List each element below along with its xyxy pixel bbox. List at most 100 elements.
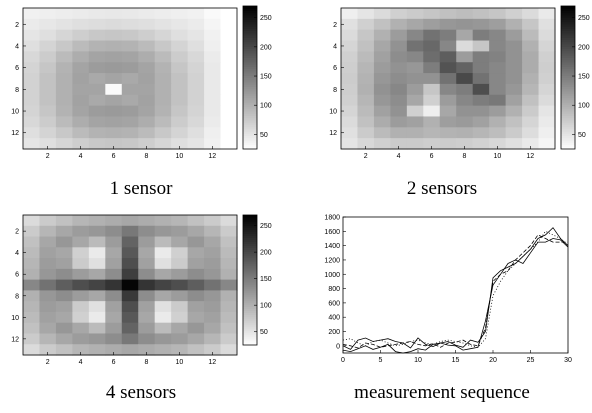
heatmap-cell [121,51,139,63]
colorbar-band [243,342,257,346]
heatmap-cell [489,18,507,31]
colorbar-band [561,102,575,105]
heatmap-cell [472,8,490,20]
heatmap-cell [171,105,189,118]
heatmap-cell [88,105,106,118]
heatmap-cell [439,18,457,31]
heatmap-cell [72,290,90,302]
y-tick-label: 1000 [324,272,340,279]
heatmap-cell [23,268,41,281]
heatmap-cell [105,225,123,238]
heatmap-cell [39,279,57,291]
heatmap-cell [341,105,359,118]
colorbar-band [243,219,257,222]
heatmap-cell [220,8,238,20]
heatmap-cell [357,51,375,63]
heatmap-cell [187,236,205,248]
heatmap-cell [39,83,57,96]
heatmap-cell [39,247,57,259]
colorbar-band [561,142,575,146]
heatmap-cell [55,268,73,281]
heatmap-cell [72,344,90,356]
heatmap-cell [138,8,156,20]
heatmap-cell [171,322,189,335]
x-tick-label: 8 [145,359,149,366]
heatmap-cell [406,73,424,85]
colorbar-band [561,26,575,29]
colorbar-band [561,77,575,81]
colorbar-band [561,117,575,121]
colorbar-band [243,102,257,105]
colorbar-band [561,126,575,130]
heatmap-cell [23,8,41,20]
colorbar-band [243,17,257,20]
heatmap-cell [105,290,123,302]
heatmap-cell [121,279,139,291]
heatmap-cell [138,127,156,139]
heatmap-cell [204,40,222,52]
heatmap-cell [187,127,205,139]
colorbar-band [243,88,257,92]
heatmap-cell [406,127,424,139]
heatmap-cell [55,116,73,128]
heatmap-cell [105,344,123,356]
heatmap-cell [121,105,139,118]
heatmap-cell [55,225,73,238]
colorbar-band [243,239,257,242]
x-tick-label: 2 [364,153,368,160]
colorbar-band [243,79,257,83]
heatmap-cell [220,18,238,31]
colorbar-band [243,304,257,307]
heatmap-cell [522,116,540,128]
heatmap-cell [456,62,474,74]
colorbar-band [561,23,575,27]
colorbar-band [561,122,575,125]
heatmap-cell [23,225,41,238]
colorbar-band [561,90,575,94]
y-tick-label: 4 [15,250,19,257]
heatmap-cell [72,138,90,150]
colorbar-band [243,19,257,23]
heatmap-cell [55,94,73,107]
colorbar-band [243,144,257,148]
heatmap-cell [39,127,57,139]
heatmap-cell [489,138,507,150]
heatmap-cell [505,94,523,107]
heatmap-cell [472,51,490,63]
heatmap-cell [138,94,156,107]
heatmap-cell [171,344,189,356]
heatmap-cell [121,301,139,313]
heatmap-cell [187,290,205,302]
colorbar-band [243,275,257,279]
heatmap-cell [23,333,41,345]
y-tick-label: 6 [15,65,19,72]
heatmap-cell [406,29,424,42]
colorbar-band [243,124,257,128]
heatmap-cell [88,83,106,96]
heatmap-cell [23,138,41,150]
heatmap-cell [138,62,156,74]
colorbar-band [561,28,575,32]
heatmap-cell [138,279,156,291]
heatmap-cell [55,333,73,345]
heatmap-cell [406,138,424,150]
heatmap-cell [390,8,408,20]
colorbar-band [243,255,257,259]
heatmap-cell [204,94,222,107]
plot-frame [342,216,569,354]
heatmap-cell [138,29,156,42]
heatmap-cell [55,138,73,150]
heatmap-cell [522,83,540,96]
x-tick-label: 4 [79,359,83,366]
colorbar-band [561,35,575,38]
colorbar-band [561,52,575,56]
heatmap-cell [138,215,156,227]
colorbar-band [243,318,257,322]
colorbar-tick-label: 50 [260,329,268,336]
heatmap-cell [456,18,474,31]
colorbar-band [243,233,257,236]
heatmap-cell [72,51,90,63]
colorbar-band [243,263,257,267]
heatmap-cell [39,18,57,31]
